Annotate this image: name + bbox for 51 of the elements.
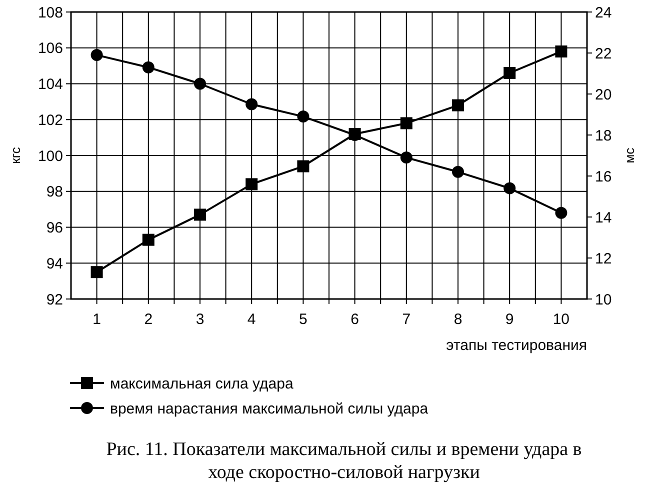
legend-label: время нарастания максимальной силы удара bbox=[110, 400, 429, 418]
x-tick-label: 10 bbox=[552, 311, 570, 328]
y2-tick-label: 24 bbox=[595, 4, 612, 22]
point bbox=[246, 178, 258, 190]
x-axis-title: этапы тестирования bbox=[446, 337, 587, 354]
point bbox=[504, 66, 516, 79]
point bbox=[400, 152, 412, 164]
x-tick-label: 8 bbox=[454, 311, 462, 328]
y2-tick-label: 16 bbox=[595, 168, 612, 186]
point bbox=[142, 61, 154, 74]
y2-tick-label: 22 bbox=[595, 45, 612, 62]
y-tick-label: 106 bbox=[38, 40, 63, 58]
y2-tick-label: 20 bbox=[595, 86, 612, 104]
y2-tick-label: 18 bbox=[595, 127, 612, 144]
point bbox=[504, 182, 516, 194]
y-axis-title: кгс bbox=[8, 146, 23, 164]
y2-tick-label: 10 bbox=[595, 291, 612, 308]
y-tick-label: 102 bbox=[38, 112, 63, 129]
x-tick-label: 4 bbox=[247, 311, 256, 328]
x-tick-label: 6 bbox=[350, 311, 359, 328]
legend-label: максимальная сила удара bbox=[110, 375, 294, 392]
point bbox=[555, 45, 568, 58]
y-tick-label: 96 bbox=[46, 220, 63, 236]
y-tick-label: 104 bbox=[38, 76, 63, 93]
point bbox=[452, 166, 464, 178]
y-tick-label: 100 bbox=[38, 148, 63, 165]
point bbox=[90, 49, 103, 62]
point bbox=[452, 99, 464, 112]
point bbox=[297, 160, 310, 172]
x-tick-label: 3 bbox=[196, 311, 204, 328]
x-tick-label: 7 bbox=[402, 311, 411, 328]
y-tick-label: 98 bbox=[46, 184, 63, 201]
x-tick-label: 2 bbox=[144, 311, 153, 328]
text: Рис. 11. Показатели максимальной силы и времени удара в ходе скоростно-силовой нагрузки bbox=[106, 439, 582, 483]
x-tick-label: 5 bbox=[299, 311, 308, 328]
y-tick-label: 94 bbox=[46, 255, 63, 272]
x-tick-label: 1 bbox=[92, 311, 101, 328]
point bbox=[246, 98, 258, 110]
y2-axis-title: мс bbox=[622, 147, 637, 164]
x-tick-label: 9 bbox=[505, 311, 514, 328]
y-tick-label: 92 bbox=[46, 291, 63, 308]
point bbox=[297, 110, 310, 123]
point bbox=[142, 234, 154, 246]
point bbox=[555, 206, 568, 219]
y-tick-label: 108 bbox=[38, 4, 63, 22]
y2-tick-label: 12 bbox=[595, 250, 612, 268]
point bbox=[194, 208, 206, 221]
point bbox=[90, 266, 103, 278]
point bbox=[194, 78, 206, 90]
y2-tick-label: 14 bbox=[595, 209, 612, 226]
point bbox=[400, 117, 412, 130]
